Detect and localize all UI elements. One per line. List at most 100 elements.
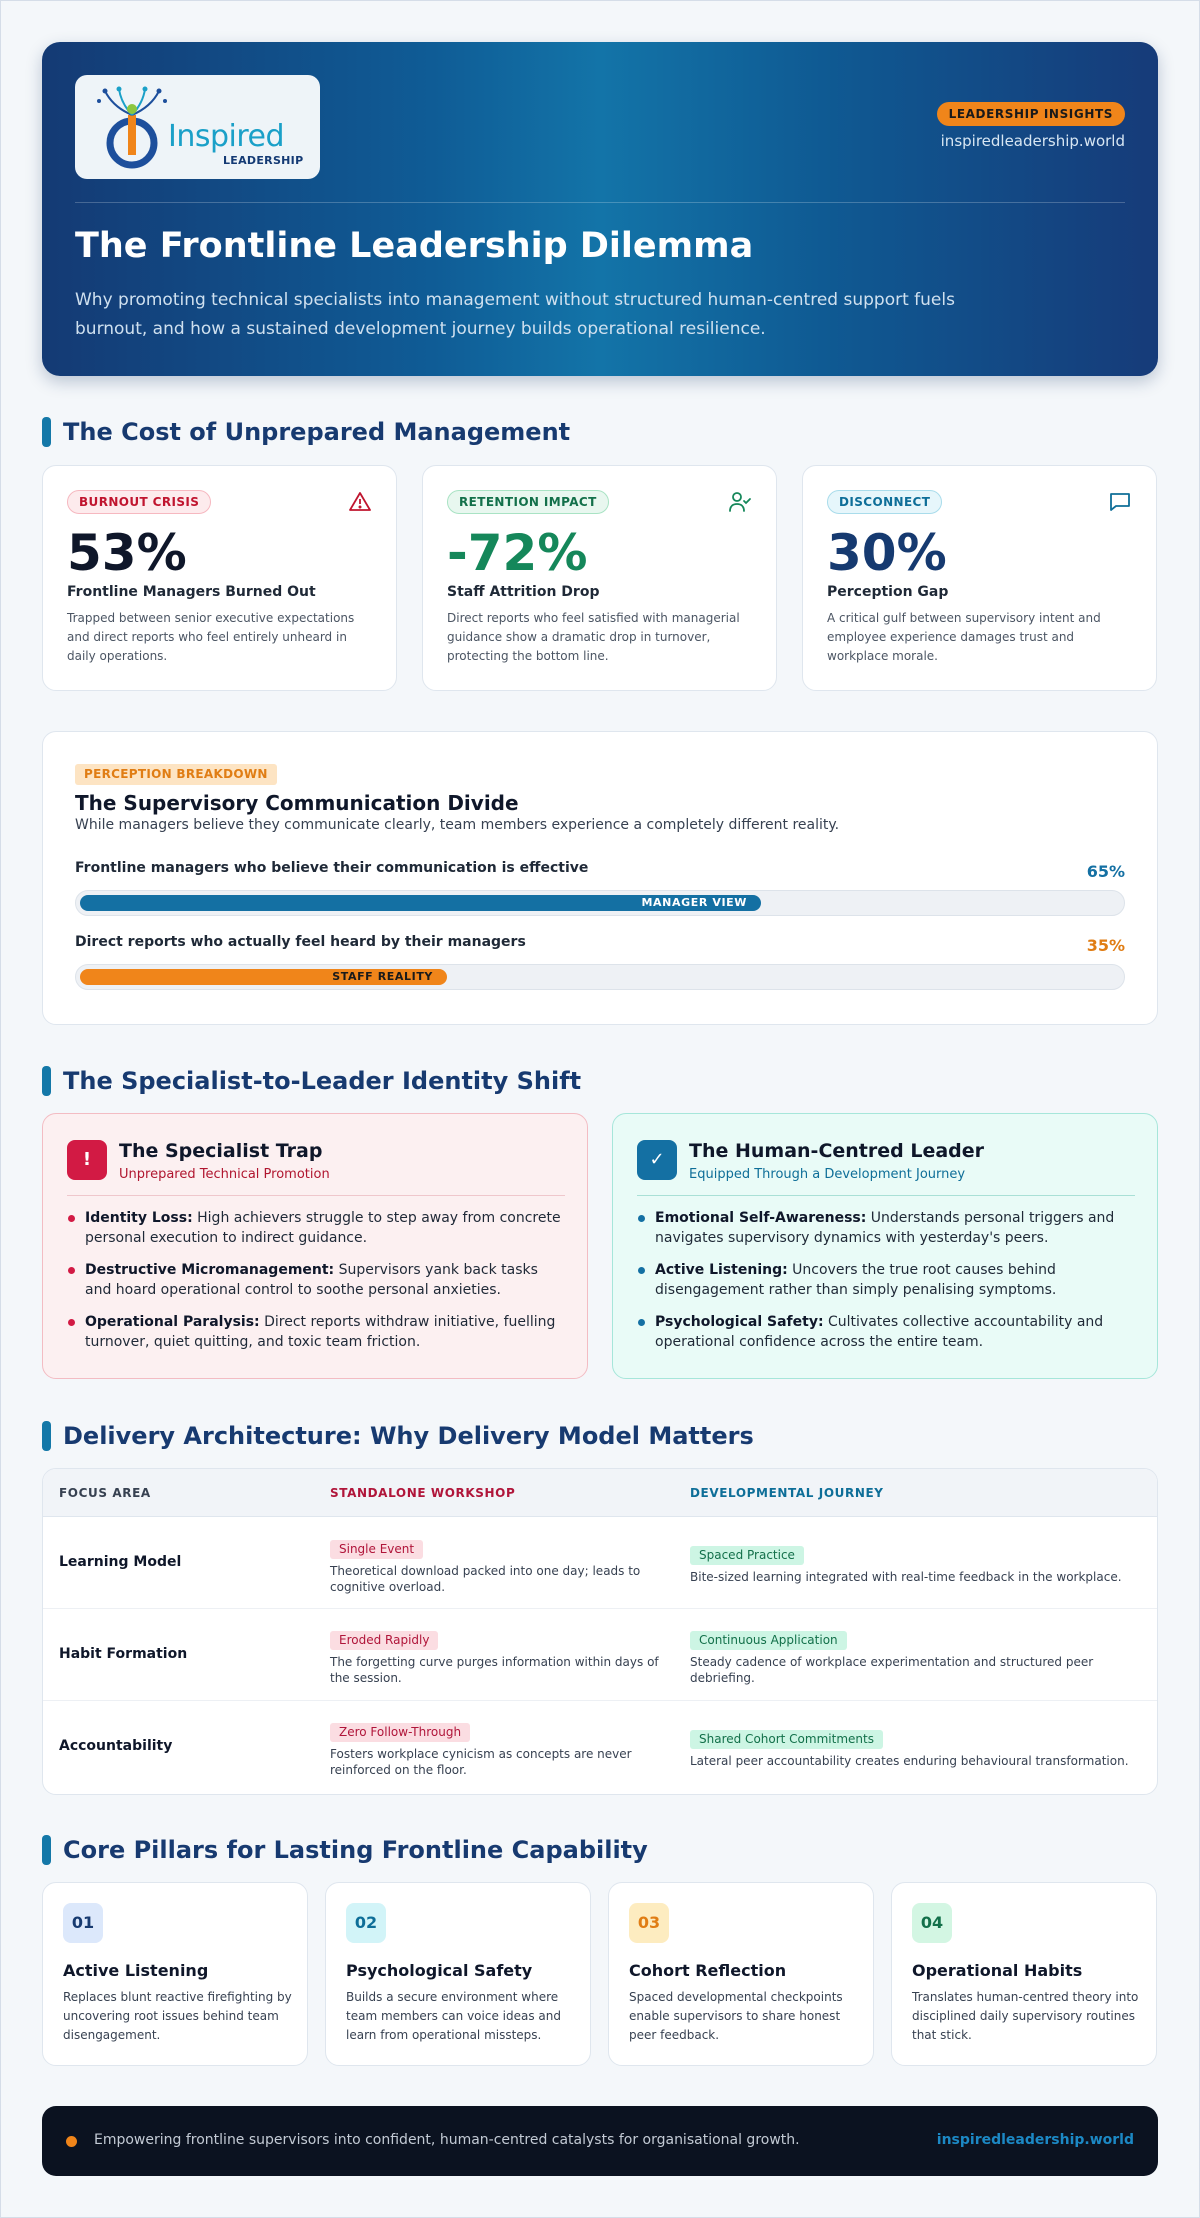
journey-tag: Continuous Application bbox=[690, 1631, 847, 1650]
journey-cell: Spaced Practice Bite-sized learning inte… bbox=[690, 1544, 1140, 1585]
row-focus-area: Accountability bbox=[59, 1738, 173, 1754]
stat-description: Direct reports who feel satisfied with m… bbox=[447, 611, 740, 663]
list-item: Emotional Self-Awareness: Understands pe… bbox=[637, 1208, 1137, 1248]
check-icon: ✓ bbox=[637, 1140, 677, 1180]
section-title: The Cost of Unprepared Management bbox=[63, 418, 571, 446]
table-row: Habit Formation Eroded Rapidly The forge… bbox=[43, 1609, 1157, 1701]
pillar-title: Psychological Safety bbox=[346, 1961, 533, 1980]
table-row: Accountability Zero Follow-Through Foste… bbox=[43, 1701, 1157, 1793]
list-item: Active Listening: Uncovers the true root… bbox=[637, 1260, 1137, 1300]
journey-cell: Shared Cohort Commitments Lateral peer a… bbox=[690, 1728, 1140, 1769]
section-heading-pillars: Core Pillars for Lasting Frontline Capab… bbox=[42, 1835, 648, 1865]
pillar-number: 04 bbox=[912, 1903, 952, 1943]
workshop-description: The forgetting curve purges information … bbox=[330, 1655, 659, 1685]
header-divider bbox=[75, 202, 1125, 203]
card-title: The Specialist Trap bbox=[119, 1140, 323, 1162]
row-focus-area: Learning Model bbox=[59, 1554, 182, 1570]
header-site-link[interactable]: inspiredleadership.world bbox=[940, 132, 1125, 150]
stat-tag: RETENTION IMPACT bbox=[447, 490, 609, 514]
pillar-number: 02 bbox=[346, 1903, 386, 1943]
table-row: Learning Model Single Event Theoretical … bbox=[43, 1517, 1157, 1609]
stat-card-retention: RETENTION IMPACT -72% Staff Attrition Dr… bbox=[422, 465, 777, 691]
stat-card-burnout: BURNOUT CRISIS 53% Frontline Managers Bu… bbox=[42, 465, 397, 691]
workshop-description: Theoretical download packed into one day… bbox=[330, 1564, 641, 1594]
stat-description: A critical gulf between supervisory inte… bbox=[827, 611, 1101, 663]
card-subtitle: Unprepared Technical Promotion bbox=[119, 1167, 330, 1182]
section-accent-bar bbox=[42, 1421, 51, 1451]
pillar-card-active-listening: 01 Active Listening Replaces blunt react… bbox=[42, 1882, 308, 2066]
workshop-cell: Single Event Theoretical download packed… bbox=[330, 1538, 670, 1595]
workshop-tag: Eroded Rapidly bbox=[330, 1631, 439, 1650]
journey-cell: Continuous Application Steady cadence of… bbox=[690, 1629, 1140, 1686]
progress-track-manager: MANAGER VIEW bbox=[75, 890, 1125, 916]
row-focus-area: Habit Formation bbox=[59, 1646, 188, 1662]
specialist-trap-card: ! The Specialist Trap Unprepared Technic… bbox=[42, 1113, 588, 1379]
pillar-card-cohort-reflection: 03 Cohort Reflection Spaced developmenta… bbox=[608, 1882, 874, 2066]
logo-subtext: LEADERSHIP bbox=[223, 154, 304, 167]
stat-value: -72% bbox=[447, 524, 588, 582]
list-item: Identity Loss: High achievers struggle t… bbox=[67, 1208, 567, 1248]
hero-banner: Inspired LEADERSHIP LEADERSHIP INSIGHTS … bbox=[42, 42, 1158, 376]
workshop-tag: Single Event bbox=[330, 1540, 424, 1559]
chat-bubble-icon bbox=[1110, 493, 1130, 511]
list-item: Destructive Micromanagement: Supervisors… bbox=[67, 1260, 567, 1300]
column-header: STANDALONE WORKSHOP bbox=[330, 1486, 516, 1500]
header-badge: LEADERSHIP INSIGHTS bbox=[936, 102, 1125, 126]
pillar-title: Cohort Reflection bbox=[629, 1961, 787, 1980]
pillar-description: Replaces blunt reactive firefighting by … bbox=[63, 1990, 292, 2042]
card-title: The Human-Centred Leader bbox=[689, 1140, 985, 1162]
pillar-card-operational-habits: 04 Operational Habits Translates human-c… bbox=[891, 1882, 1157, 2066]
user-check-icon bbox=[729, 492, 751, 512]
column-header: FOCUS AREA bbox=[59, 1486, 151, 1500]
progress-fill-staff: STAFF REALITY bbox=[80, 969, 447, 985]
section-accent-bar bbox=[42, 1835, 51, 1865]
bar-percent-manager: 65% bbox=[1086, 862, 1125, 881]
list-item: Psychological Safety: Cultivates collect… bbox=[637, 1312, 1137, 1352]
card-divider bbox=[67, 1195, 565, 1196]
delivery-comparison-table: FOCUS AREA STANDALONE WORKSHOP DEVELOPME… bbox=[42, 1468, 1158, 1795]
workshop-cell: Eroded Rapidly The forgetting curve purg… bbox=[330, 1629, 670, 1686]
section-title: The Specialist-to-Leader Identity Shift bbox=[63, 1067, 582, 1095]
section-heading-delivery: Delivery Architecture: Why Delivery Mode… bbox=[42, 1421, 754, 1451]
logo-emblem-icon bbox=[97, 86, 167, 169]
pillar-number: 01 bbox=[63, 1903, 103, 1943]
section-heading-identity: The Specialist-to-Leader Identity Shift bbox=[42, 1066, 581, 1096]
stat-value: 30% bbox=[827, 524, 947, 582]
perception-title: The Supervisory Communication Divide bbox=[75, 791, 519, 815]
pillar-description: Spaced developmental checkpoints enable … bbox=[629, 1990, 843, 2042]
leader-list: Emotional Self-Awareness: Understands pe… bbox=[637, 1208, 1137, 1364]
page-subtitle: Why promoting technical specialists into… bbox=[75, 290, 955, 339]
stat-card-disconnect: DISCONNECT 30% Perception Gap A critical… bbox=[802, 465, 1157, 691]
bar-label-manager: Frontline managers who believe their com… bbox=[75, 860, 589, 876]
section-heading-cost: The Cost of Unprepared Management bbox=[42, 417, 570, 447]
workshop-tag: Zero Follow-Through bbox=[330, 1723, 471, 1742]
page-title: The Frontline Leadership Dilemma bbox=[75, 226, 754, 266]
journey-tag: Shared Cohort Commitments bbox=[690, 1730, 883, 1749]
table-header: FOCUS AREA STANDALONE WORKSHOP DEVELOPME… bbox=[43, 1469, 1157, 1517]
section-title: Core Pillars for Lasting Frontline Capab… bbox=[63, 1836, 648, 1864]
stat-tag: BURNOUT CRISIS bbox=[67, 490, 212, 514]
progress-fill-manager: MANAGER VIEW bbox=[80, 895, 761, 911]
card-divider bbox=[637, 1195, 1135, 1196]
card-subtitle: Equipped Through a Development Journey bbox=[689, 1167, 966, 1182]
footer-dot-icon bbox=[66, 2136, 77, 2147]
warning-triangle-icon bbox=[349, 492, 371, 511]
footer-text: Empowering frontline supervisors into co… bbox=[94, 2132, 800, 2148]
footer-site-link[interactable]: inspiredleadership.world bbox=[936, 2132, 1134, 2148]
stat-label: Perception Gap bbox=[827, 584, 949, 600]
stat-description: Trapped between senior executive expecta… bbox=[67, 611, 355, 663]
stat-label: Frontline Managers Burned Out bbox=[67, 584, 316, 600]
bar-percent-staff: 35% bbox=[1086, 936, 1125, 955]
perception-tag: PERCEPTION BREAKDOWN bbox=[75, 764, 277, 785]
stat-value: 53% bbox=[67, 524, 187, 582]
section-title: Delivery Architecture: Why Delivery Mode… bbox=[63, 1422, 754, 1450]
perception-subtitle: While managers believe they communicate … bbox=[75, 817, 840, 833]
section-accent-bar bbox=[42, 417, 51, 447]
pillar-card-psychological-safety: 02 Psychological Safety Builds a secure … bbox=[325, 1882, 591, 2066]
workshop-cell: Zero Follow-Through Fosters workplace cy… bbox=[330, 1721, 670, 1778]
footer: Empowering frontline supervisors into co… bbox=[42, 2106, 1158, 2176]
perception-panel: PERCEPTION BREAKDOWN The Supervisory Com… bbox=[42, 731, 1158, 1025]
bar-label-staff: Direct reports who actually feel heard b… bbox=[75, 934, 526, 950]
alert-icon: ! bbox=[67, 1140, 107, 1180]
journey-description: Bite-sized learning integrated with real… bbox=[690, 1570, 1122, 1584]
